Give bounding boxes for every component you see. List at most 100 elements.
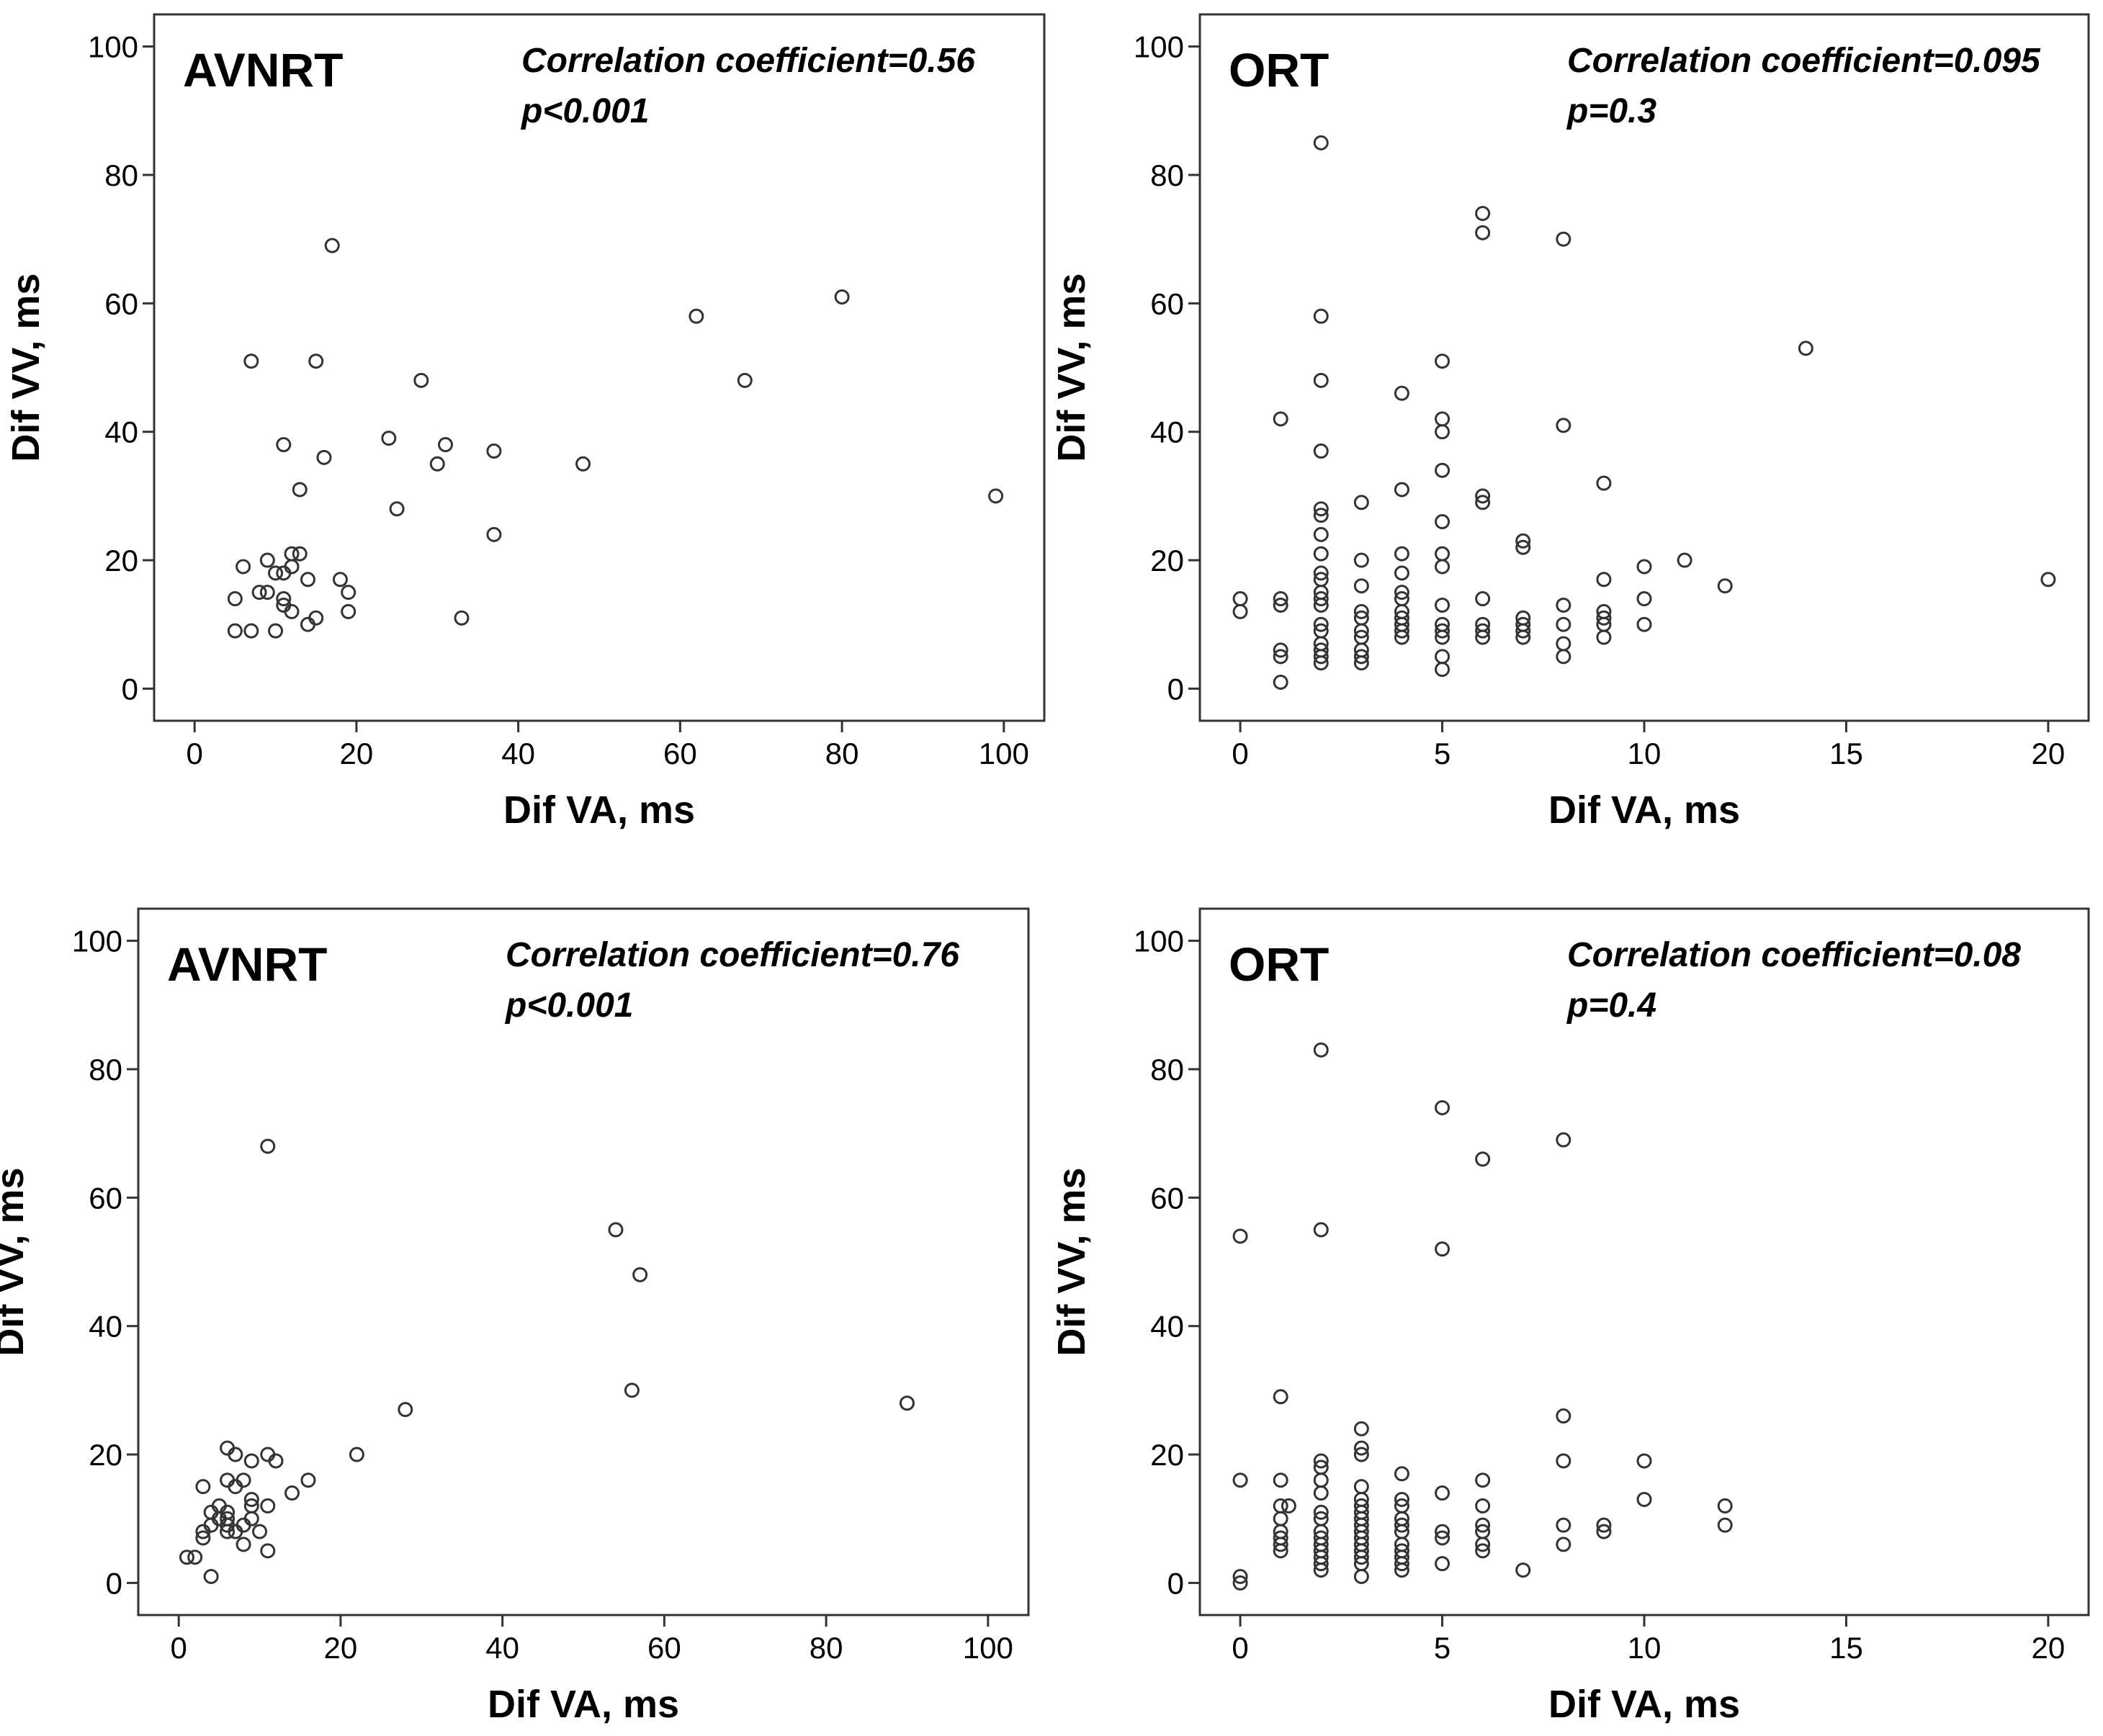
data-point [1435,1530,1450,1546]
data-point [1435,629,1450,645]
data-point [284,1485,300,1501]
correlation-annotation: Correlation coefficient=0.56 [521,42,975,80]
data-point [1394,1517,1409,1533]
data-point [454,610,470,626]
y-tick-label: 0 [1167,1566,1184,1600]
x-tick-label: 10 [1628,1631,1662,1665]
scatter-panel-avnrt-top: 0 20 40 60 80 100 0 20 40 60 80 100 Dif VA, ms Dif VV… [4,13,1046,832]
data-point [227,623,243,639]
data-point [1435,1099,1450,1115]
data-point [1353,1568,1369,1584]
y-tick-label: 100 [1134,925,1184,958]
x-tick-label: 80 [810,1631,843,1665]
data-point [1353,649,1369,665]
data-point [1636,591,1652,607]
data-point [1435,623,1450,639]
y-tick-label: 80 [1150,158,1184,192]
x-tick-label: 100 [979,737,1029,770]
data-point [1313,655,1329,671]
data-point [1475,225,1491,240]
x-tick-label: 40 [501,737,535,770]
data-point [1313,1504,1329,1520]
data-point [1515,1562,1531,1578]
data-point [1435,514,1450,530]
data-point [1394,482,1409,498]
data-point [429,456,445,472]
data-point [1394,565,1409,581]
scatter-panel-ort-bottom: 0 20 40 60 80 100 0 5 10 15 20 Dif VA, ms Dif VV, ms… [1050,907,2090,1726]
data-point [1475,623,1491,639]
data-point [1353,1447,1369,1462]
data-point [1435,559,1450,575]
x-tick-label: 60 [647,1631,681,1665]
data-point [341,585,357,601]
data-point [1556,1132,1571,1148]
y-tick-label: 40 [1150,1310,1184,1344]
scatter-panel-ort-top: 0 20 40 60 80 100 0 5 10 15 20 Dif VA, ms Dif VV, ms… [1050,13,2090,832]
data-point [1435,1556,1450,1572]
data-point [1636,559,1652,575]
p-value-annotation: p=0.4 [1566,986,1656,1025]
data-point [1556,597,1571,613]
data-point [1596,1524,1612,1539]
data-point [1273,1543,1288,1559]
data-point [575,456,591,472]
data-point [1273,1537,1288,1552]
data-point [203,1568,219,1584]
data-point [988,488,1004,504]
y-axis-title: Dif VV, ms [0,1167,32,1356]
data-point [899,1395,915,1411]
data-point [398,1402,413,1418]
data-point [300,572,315,588]
data-point [1232,1575,1248,1591]
data-point [1313,597,1329,613]
x-tick-label: 60 [663,737,697,770]
data-point [1435,1524,1450,1539]
y-tick-label: 80 [104,158,138,192]
data-point [1475,1151,1491,1167]
data-point [1313,1222,1329,1238]
y-tick-label: 60 [104,287,138,320]
data-point [1313,1556,1329,1572]
data-point [220,1524,236,1539]
data-point [1313,508,1329,523]
data-point [1717,1517,1733,1533]
x-tick-label: 10 [1628,737,1662,770]
plot-frame [153,13,1046,722]
y-tick-label: 20 [104,544,138,577]
data-point [624,1382,640,1398]
data-point [1596,629,1612,645]
x-tick-label: 5 [1434,737,1450,770]
data-point [1475,488,1491,504]
data-point [1313,135,1329,150]
correlation-annotation: Correlation coefficient=0.095 [1567,42,2041,80]
data-point [389,501,405,517]
data-point [195,1530,211,1546]
x-axis-title: Dif VA, ms [503,788,695,832]
data-point [1556,418,1571,433]
data-point [284,603,300,619]
data-point [1475,629,1491,645]
panel-label: AVNRT [183,43,343,96]
data-point [1273,642,1288,658]
data-point [689,308,704,324]
data-point [1475,1498,1491,1514]
data-point [1556,231,1571,247]
data-point [1556,616,1571,632]
y-tick-label: 20 [1150,544,1184,577]
data-point [1394,1556,1409,1572]
data-point [1353,655,1369,671]
data-point [1232,1568,1248,1584]
data-point [1232,603,1248,619]
data-point [1556,1408,1571,1424]
data-point [268,565,284,581]
data-point [292,546,308,562]
x-tick-label: 15 [1829,737,1863,770]
data-point [1636,616,1652,632]
data-point [1394,385,1409,401]
data-point [1281,1498,1296,1514]
data-point [1515,533,1531,549]
data-point [1435,462,1450,478]
data-point [1636,1453,1652,1469]
